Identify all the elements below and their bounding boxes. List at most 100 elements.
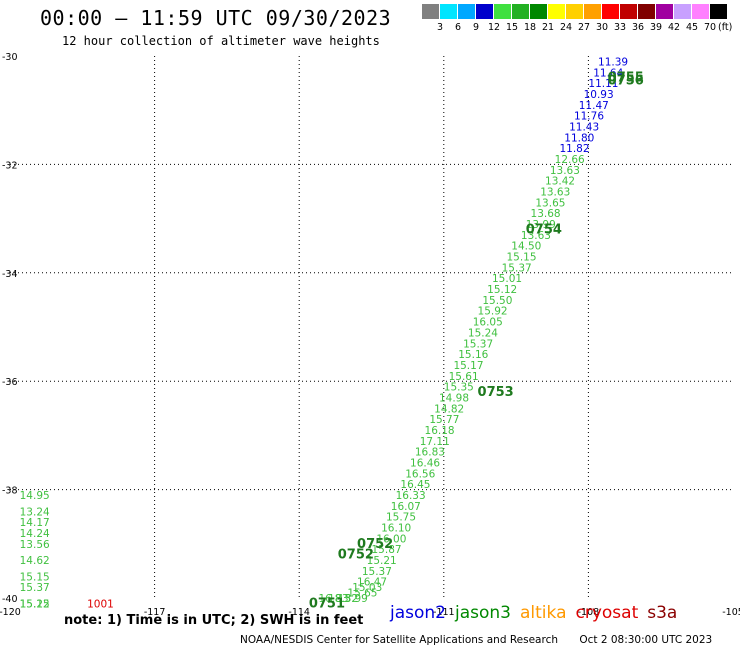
scale-swatch [530,4,548,19]
scale-label: 24 [559,22,573,33]
swh-value-jason3: 15.87 [372,544,402,556]
swh-value-jason3: 15.37 [362,566,392,578]
swh-value-jason3: 17.11 [420,436,450,448]
swh-value-jason3: 16.05 [473,317,503,329]
scale-swatch [458,4,476,19]
swh-value-jason2: 11.39 [598,56,628,68]
scale-swatch [656,4,674,19]
swh-value-jason3: 15.01 [492,273,522,285]
swh-value-jason3: 15.24 [468,327,498,339]
swh-value-jason3: 12.66 [555,154,585,166]
swh-value-jason2: 11.76 [574,111,604,123]
pass-time-label: 0756 [608,73,644,88]
x-tick-label: -105 [722,607,740,618]
swh-value-jason3: 15.35 [444,382,474,394]
swh-value-jason3: 15.17 [453,360,483,372]
scale-label: 27 [577,22,591,33]
swh-value-jason3: 13.63 [521,230,551,242]
credit-timestamp: Oct 2 08:30:00 UTC 2023 [579,634,713,646]
swh-value-jason3: 14.62 [20,555,50,567]
swh-value-jason3: 15.03 [352,582,382,594]
swh-value-cryosat: 1001 [87,598,114,610]
swh-value-jason3: 14.98 [439,392,469,404]
scale-swatch [512,4,530,19]
scale-swatch [710,4,728,19]
swh-value-jason3: 15.50 [482,295,512,307]
swh-value-jason3: 16.18 [425,425,455,437]
swh-value-jason3: 15.21 [367,555,397,567]
scale-unit: (ft) [718,22,733,33]
pass-time-label: 0753 [478,385,514,400]
swh-value-jason3: 15.61 [449,371,479,383]
scale-swatch [674,4,692,19]
y-tick-label: -32 [2,160,18,171]
scale-swatch [638,4,656,19]
swh-value-jason2: 11.47 [579,100,609,112]
swh-value-jason3: 15.12 [487,284,517,296]
swh-value-jason3: 14.24 [20,528,50,540]
legend-altika: altika [520,603,567,623]
swh-value-jason2: 11.64 [593,67,623,79]
scale-label: 9 [472,22,480,33]
pass-time-label: 0755 [608,71,644,86]
footer-note: note: 1) Time is in UTC; 2) SWH is in fe… [64,613,364,628]
swh-value-jason3: 13.68 [531,208,561,220]
scale-swatch [602,4,620,19]
swh-value-jason3: 15.37 [463,338,493,350]
legend-s3a: s3a [647,603,678,623]
swh-value-jason3: 13.24 [20,506,50,518]
scale-label: 36 [631,22,645,33]
legend-cryosat: cryosat [575,603,639,623]
swh-value-jason3: 14.17 [20,517,50,529]
swh-value-jason3: 15.65 [347,588,377,600]
swh-value-jason3: 16.33 [396,490,426,502]
swh-value-jason3: 16.56 [405,468,435,480]
scale-swatch [440,4,458,19]
pass-time-label: 0752 [357,537,393,552]
swh-value-jason3: 14.50 [511,241,541,253]
scale-label: 6 [454,22,462,33]
swh-value-jason3: 16.83 [318,593,348,605]
swh-value-jason3: 16.10 [381,523,411,535]
scale-label: 18 [523,22,537,33]
scale-label: 70 [703,22,717,33]
scale-label: 33 [613,22,627,33]
plot-grid [10,56,733,598]
scale-swatch [692,4,710,19]
swh-value-jason3: 15.99 [338,593,368,605]
swh-value-jason3: 15.92 [478,306,508,318]
legend-jason3: jason3 [455,603,511,623]
scale-swatch [422,4,440,19]
swh-value-jason3: 15.25 [20,598,50,610]
swh-value-jason3: 13.99 [526,219,556,231]
swh-value-jason3: 13.56 [20,539,50,551]
scale-label: 30 [595,22,609,33]
swh-value-jason2: 11.80 [564,132,594,144]
pass-time-label: 0752 [338,548,374,563]
swh-value-jason2: 11.43 [569,121,599,133]
y-tick-label: -34 [2,269,18,280]
scale-swatch [494,4,512,19]
scale-swatch [476,4,494,19]
scale-label: 15 [505,22,519,33]
swh-value-jason3: 14.95 [20,490,50,502]
y-tick-label: -40 [2,594,18,605]
pass-time-label: 0754 [526,222,562,237]
satellite-legend: jason2 jason3 altika cryosat s3a [390,603,686,623]
swh-value-jason3: 18.32 [328,593,358,605]
x-tick-label: -111 [433,607,455,618]
credit-line: NOAA/NESDIS Center for Satellite Applica… [240,634,712,646]
swh-value-jason3: 13.42 [545,176,575,188]
scale-label: 42 [667,22,681,33]
swh-value-jason3: 16.47 [357,577,387,589]
swh-value-jason3: 13.63 [550,165,580,177]
credit-text: NOAA/NESDIS Center for Satellite Applica… [240,634,558,646]
swh-value-jason3: 16.00 [376,533,406,545]
scale-label: 39 [649,22,663,33]
swh-value-jason3: 15.15 [506,252,536,264]
swh-value-jason3: 16.46 [410,458,440,470]
swh-value-jason3: 13.65 [535,197,565,209]
x-tick-label: -117 [144,607,166,618]
